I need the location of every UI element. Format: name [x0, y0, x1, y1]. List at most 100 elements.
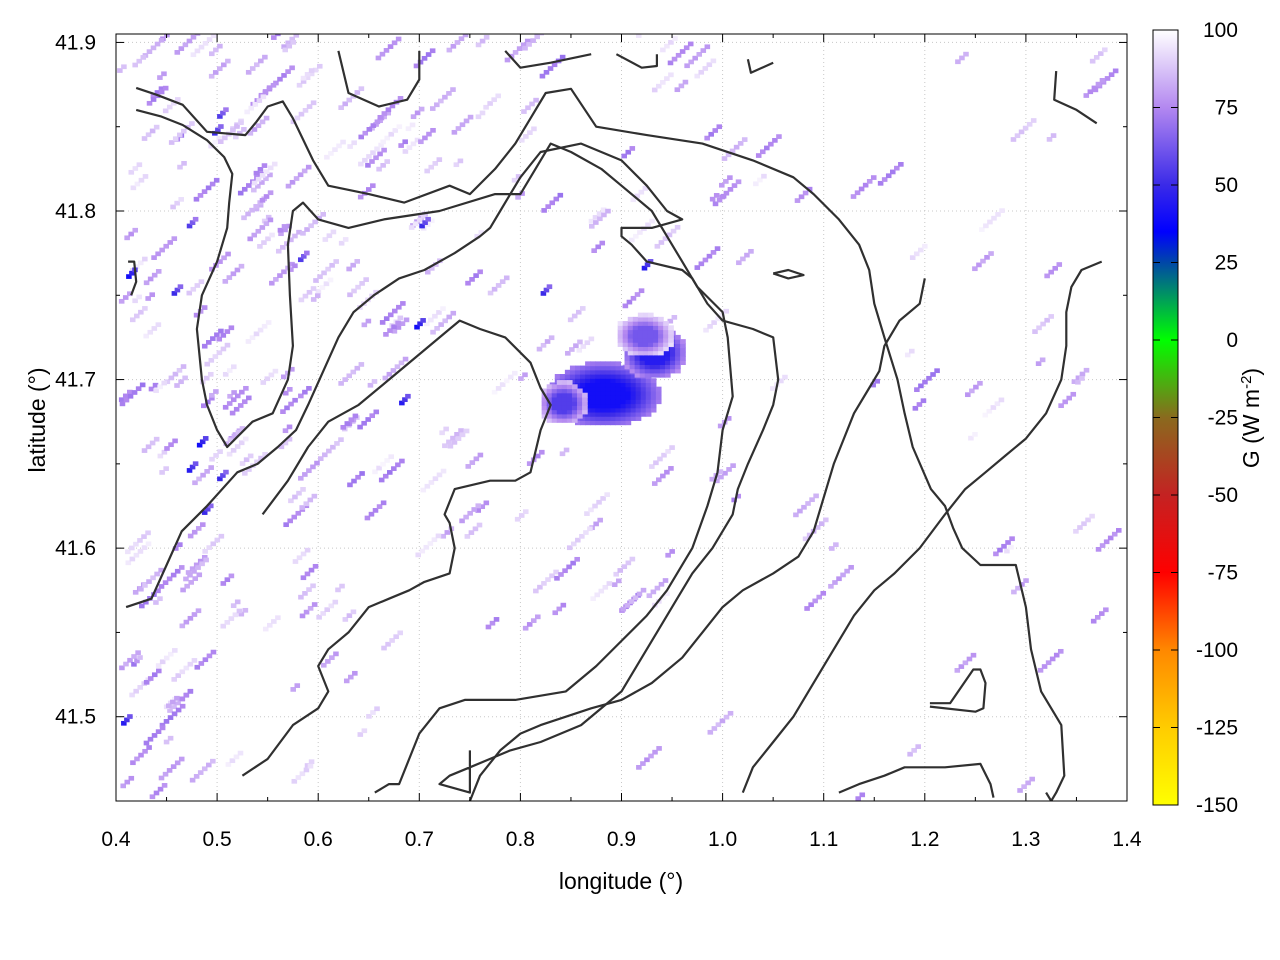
heat-cell [653, 325, 659, 331]
heat-cell [1099, 77, 1106, 83]
heat-cell [627, 350, 634, 356]
heat-cell [132, 227, 139, 233]
heat-cell [267, 165, 274, 171]
heat-cell [347, 292, 353, 298]
heat-cell [191, 569, 197, 574]
heat-cell [663, 329, 669, 335]
heat-cell [653, 321, 659, 326]
heat-cell [654, 360, 661, 365]
heat-cell [615, 378, 622, 384]
heat-cell [518, 376, 524, 381]
heat-cell [380, 139, 386, 145]
heat-cell [1083, 93, 1090, 98]
heat-cell [265, 320, 272, 325]
heat-cell [136, 162, 143, 168]
heat-cell [645, 378, 652, 384]
heat-cell [203, 557, 209, 563]
heat-cell [525, 105, 531, 111]
heat-cell [384, 135, 390, 141]
heat-cell [312, 563, 319, 569]
heat-cell [167, 651, 174, 657]
heat-cell [303, 767, 310, 773]
heat-cell [199, 439, 206, 445]
heat-cell [387, 470, 393, 475]
heat-cell [312, 67, 319, 73]
heat-cell [214, 537, 221, 543]
heat-cell [668, 333, 674, 339]
heat-cell [187, 688, 194, 694]
heat-cell [610, 365, 617, 371]
heat-cell [920, 398, 927, 404]
heat-cell [249, 207, 255, 213]
heat-cell [625, 374, 632, 379]
heat-cell [387, 312, 394, 318]
heat-cell [129, 545, 135, 551]
heat-cell [526, 622, 533, 627]
heat-cell [649, 355, 656, 361]
heat-cell [675, 360, 681, 365]
heat-cell [653, 316, 659, 322]
heat-cell [635, 386, 642, 392]
heat-cell [282, 428, 289, 434]
heat-cell [239, 461, 246, 466]
heat-cell [522, 509, 529, 515]
heat-cell [155, 588, 161, 594]
heat-cell [1090, 618, 1097, 624]
heat-cell [707, 729, 714, 735]
heat-cell [530, 38, 536, 43]
heat-cell [132, 166, 139, 171]
heat-cell [300, 551, 307, 557]
x-tick-label: 1.0 [708, 828, 737, 851]
heat-cell [726, 467, 732, 472]
heat-cell [251, 187, 257, 193]
heat-cell [652, 749, 658, 755]
heat-cell [640, 761, 646, 766]
heat-cell [1103, 539, 1110, 545]
heat-cell [216, 336, 223, 342]
heat-cell [634, 355, 641, 361]
heat-cell [381, 111, 388, 116]
heat-cell [220, 333, 227, 338]
x-tick-label: 0.8 [506, 828, 535, 851]
heat-cell [615, 382, 622, 388]
heat-cell [194, 34, 201, 36]
heat-cell [242, 470, 248, 476]
heat-cell [469, 277, 475, 282]
heat-cell [421, 55, 428, 61]
heat-cell [669, 549, 675, 554]
heat-cell [210, 336, 216, 341]
heat-cell [450, 310, 457, 316]
heat-cell [271, 619, 277, 624]
heat-cell [391, 466, 397, 471]
heat-cell [735, 493, 742, 499]
heat-cell [571, 388, 578, 394]
heat-cell [650, 403, 657, 409]
heat-cell [425, 52, 432, 57]
heat-cell [574, 378, 581, 384]
heat-cell [675, 52, 682, 58]
heat-cell [344, 421, 351, 426]
heat-cell [155, 322, 162, 328]
heat-cell [307, 763, 314, 769]
heat-cell [151, 326, 158, 331]
heat-cell [370, 183, 376, 189]
heat-cell [625, 560, 632, 566]
heat-cell [1111, 531, 1118, 537]
heat-cell [380, 162, 386, 168]
heat-cell [625, 390, 632, 396]
heat-cell [1050, 133, 1057, 138]
heat-cell [972, 432, 978, 437]
heat-cell [436, 157, 443, 162]
heat-cell [569, 347, 575, 352]
heat-cell [217, 114, 223, 119]
contour-line [128, 260, 138, 296]
heat-cell [595, 407, 601, 413]
heat-cell [208, 143, 214, 149]
heat-cell [590, 382, 596, 388]
heat-cell [541, 409, 548, 415]
heat-cell [885, 173, 892, 179]
heat-cell [440, 533, 447, 539]
heat-cell [574, 556, 580, 562]
heat-cell [171, 677, 177, 682]
heat-cell [400, 301, 406, 306]
